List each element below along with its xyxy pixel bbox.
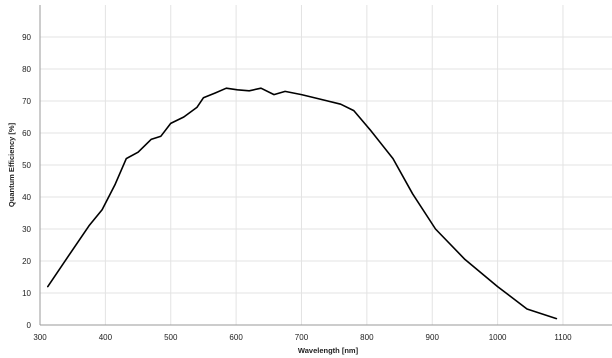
x-axis-title: Wavelength [nm] bbox=[298, 346, 359, 355]
x-tick-label: 600 bbox=[229, 333, 243, 342]
x-tick-label: 700 bbox=[295, 333, 309, 342]
y-tick-label: 80 bbox=[22, 65, 31, 74]
series bbox=[46, 87, 558, 320]
y-tick-label: 20 bbox=[22, 257, 31, 266]
x-tick-label: 800 bbox=[360, 333, 374, 342]
y-axis-title: Quantum Efficiency [%] bbox=[7, 122, 16, 207]
x-tick-label: 400 bbox=[99, 333, 113, 342]
x-tick-label: 300 bbox=[33, 333, 47, 342]
y-tick-label: 50 bbox=[22, 161, 31, 170]
x-tick-label: 1000 bbox=[489, 333, 507, 342]
axes bbox=[39, 5, 612, 326]
y-tick-label: 0 bbox=[27, 321, 32, 330]
y-tick-label: 10 bbox=[22, 289, 31, 298]
x-tick-label: 500 bbox=[164, 333, 178, 342]
qe-series-line bbox=[46, 87, 558, 320]
y-tick-label: 60 bbox=[22, 129, 31, 138]
y-tick-label: 70 bbox=[22, 97, 31, 106]
y-tick-label: 40 bbox=[22, 193, 31, 202]
x-tick-label: 1100 bbox=[554, 333, 572, 342]
y-tick-label: 30 bbox=[22, 225, 31, 234]
grid bbox=[40, 5, 612, 325]
x-tick-label: 900 bbox=[426, 333, 440, 342]
y-tick-label: 90 bbox=[22, 33, 31, 42]
tick-labels: 300 400 500 600 700 800 900 1000 1100 0 10 20 30 40 50… bbox=[22, 33, 572, 342]
